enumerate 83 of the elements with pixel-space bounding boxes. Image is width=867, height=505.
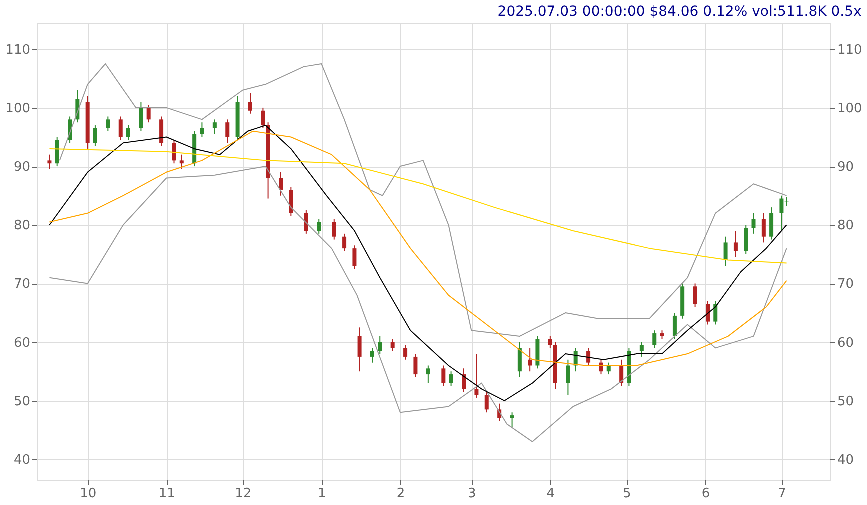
candlestick xyxy=(474,354,479,398)
candlestick xyxy=(200,122,204,138)
candlestick xyxy=(48,154,52,170)
y2-tick-label: 50 xyxy=(838,394,854,410)
candlestick xyxy=(118,116,123,141)
candlestick xyxy=(317,218,322,234)
candlestick xyxy=(566,359,570,396)
candlestick xyxy=(352,245,357,270)
y-tick-label: 70 xyxy=(14,277,30,292)
y-tick-label: 90 xyxy=(14,160,30,176)
candlestick xyxy=(770,207,774,240)
candlestick xyxy=(261,107,266,129)
y-tick-label: 80 xyxy=(14,218,30,234)
candlestick xyxy=(762,212,766,244)
candlestick xyxy=(342,233,347,252)
y2-tick-label: 110 xyxy=(838,42,862,58)
candlestick xyxy=(404,344,408,360)
x-tick-label: 6 xyxy=(702,486,710,502)
x-tick-label: 2 xyxy=(396,486,406,502)
candlestick xyxy=(378,336,382,355)
candlestick xyxy=(528,348,532,372)
x-tick-label: 11 xyxy=(158,486,176,502)
y-tick-label: 40 xyxy=(14,452,30,468)
candlestick xyxy=(449,371,454,387)
candlestick xyxy=(414,354,418,378)
candlestick xyxy=(586,348,591,366)
candlestick xyxy=(724,236,728,267)
candlestick xyxy=(706,300,710,326)
y2-tick-label: 100 xyxy=(838,101,862,116)
candlestick xyxy=(620,359,624,387)
candlestick xyxy=(93,125,98,147)
x-tick-label: 7 xyxy=(778,486,786,502)
candlestick xyxy=(172,140,176,164)
y-tick-label: 50 xyxy=(14,394,30,410)
x-tick-label: 3 xyxy=(468,486,476,502)
candlestick xyxy=(518,342,522,378)
candlestick xyxy=(126,125,130,141)
x-tick-label: 1 xyxy=(318,486,326,502)
candlestick xyxy=(390,338,395,352)
candlestick xyxy=(510,412,514,428)
candlestick xyxy=(752,212,756,234)
candlestick xyxy=(289,186,294,217)
y-tick-label: 100 xyxy=(6,101,30,116)
x-tick-label: 4 xyxy=(546,486,556,502)
candlestick xyxy=(426,365,430,384)
candlestick xyxy=(248,92,252,114)
candlestick xyxy=(484,392,489,414)
candlestick xyxy=(226,119,230,144)
candlestick xyxy=(714,300,718,326)
x-tick-label: 10 xyxy=(80,486,97,502)
candlestick xyxy=(734,230,738,258)
y2-tick-label: 80 xyxy=(838,218,854,234)
x-tick-label: 12 xyxy=(235,486,252,502)
candlestick xyxy=(442,365,446,387)
candlestick xyxy=(548,336,552,349)
candlestick xyxy=(304,210,308,234)
candlestick xyxy=(332,218,336,240)
line-series xyxy=(49,148,788,264)
y2-tick-label: 40 xyxy=(838,452,854,468)
candlestick xyxy=(358,327,362,372)
candlestick xyxy=(640,342,644,358)
candlestick xyxy=(744,224,748,255)
candlestick xyxy=(780,195,784,232)
candlestick xyxy=(652,330,657,349)
y2-tick-label: 70 xyxy=(838,277,854,292)
candlestick xyxy=(160,116,164,147)
y-tick-label: 60 xyxy=(14,336,30,351)
candlestick xyxy=(146,104,151,124)
candlestick xyxy=(106,116,110,132)
y-tick-label: 110 xyxy=(6,42,30,58)
line-series xyxy=(49,166,788,442)
candlestick xyxy=(672,312,677,340)
candlestick xyxy=(180,154,184,170)
chart-title: 2025.07.03 00:00:00 $84.06 0.12% vol:511.8K 0.5x xyxy=(498,4,862,20)
candlestick xyxy=(279,172,283,196)
candlestick xyxy=(139,102,144,132)
candlestick xyxy=(55,136,60,168)
y2-tick-label: 60 xyxy=(838,336,854,351)
candlestick xyxy=(370,348,374,364)
x-tick-label: 5 xyxy=(623,486,632,502)
y2-tick-label: 90 xyxy=(838,160,854,176)
candlestick xyxy=(693,283,698,308)
candlestick xyxy=(212,119,217,135)
